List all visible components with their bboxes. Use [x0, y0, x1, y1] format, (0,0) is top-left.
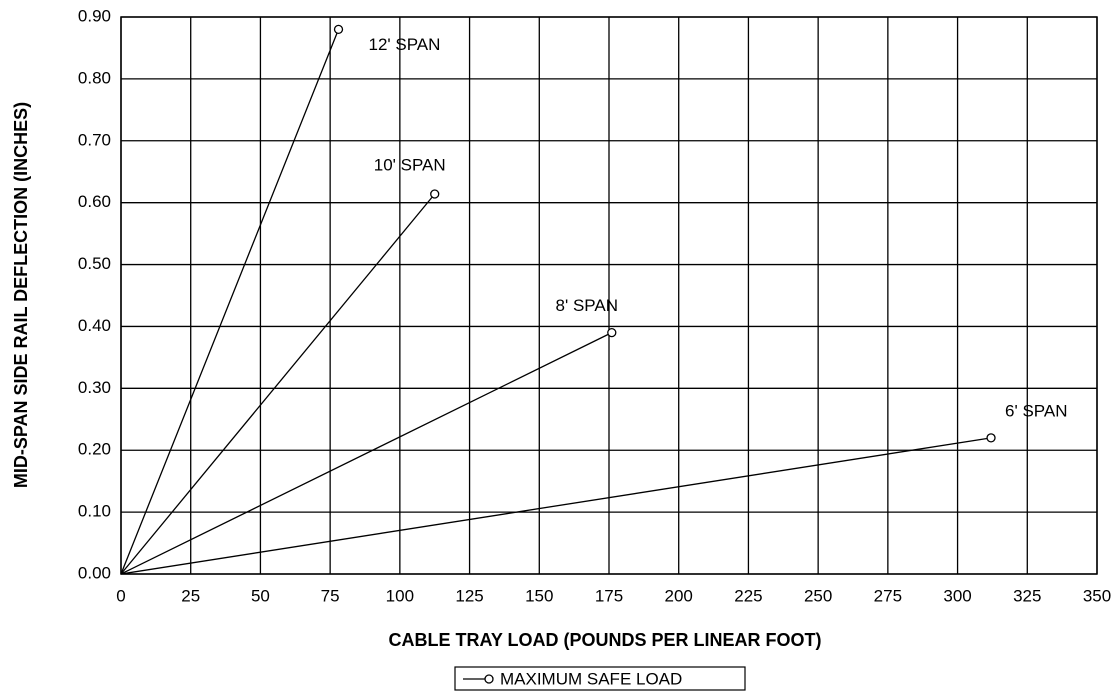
series-label: 6' SPAN [1005, 401, 1067, 420]
series-line [120, 332, 613, 575]
y-tick-label: 0.50 [78, 254, 111, 273]
legend-marker [484, 674, 494, 684]
y-tick-label: 0.80 [78, 68, 111, 87]
y-tick-label: 0.60 [78, 192, 111, 211]
y-tick-label: 0.90 [78, 6, 111, 25]
x-tick-label: 125 [455, 586, 483, 605]
x-tick-label: 300 [943, 586, 971, 605]
y-tick-label: 0.00 [78, 563, 111, 582]
legend-box [454, 666, 746, 691]
series-line [120, 29, 340, 575]
series-label: 10' SPAN [374, 155, 446, 174]
x-tick-label: 150 [525, 586, 553, 605]
series-label: 12' SPAN [369, 35, 441, 54]
y-axis-label: MID-SPAN SIDE RAIL DEFLECTION (INCHES) [11, 102, 31, 488]
x-tick-label: 275 [874, 586, 902, 605]
x-tick-label: 50 [251, 586, 270, 605]
x-tick-label: 175 [595, 586, 623, 605]
x-axis-label: CABLE TRAY LOAD (POUNDS PER LINEAR FOOT) [388, 630, 821, 650]
x-tick-label: 75 [321, 586, 340, 605]
x-tick-label: 0 [116, 586, 125, 605]
plot-frame [120, 16, 1098, 575]
y-tick-label: 0.40 [78, 316, 111, 335]
x-tick-label: 250 [804, 586, 832, 605]
x-tick-label: 200 [665, 586, 693, 605]
x-tick-label: 325 [1013, 586, 1041, 605]
max-load-marker [607, 327, 617, 338]
max-load-marker [333, 24, 344, 35]
y-tick-label: 0.10 [78, 502, 111, 521]
y-tick-label: 0.30 [78, 378, 111, 397]
y-tick-label: 0.20 [78, 440, 111, 459]
max-load-marker [986, 433, 996, 443]
y-tick-label: 0.70 [78, 130, 111, 149]
series-line [120, 193, 436, 575]
series-line [120, 437, 992, 575]
max-load-marker [430, 189, 440, 199]
x-tick-label: 350 [1083, 586, 1111, 605]
legend-label: MAXIMUM SAFE LOAD [500, 669, 682, 688]
x-tick-label: 25 [181, 586, 200, 605]
x-tick-label: 100 [386, 586, 414, 605]
series-label: 8' SPAN [556, 296, 618, 315]
x-tick-label: 225 [734, 586, 762, 605]
